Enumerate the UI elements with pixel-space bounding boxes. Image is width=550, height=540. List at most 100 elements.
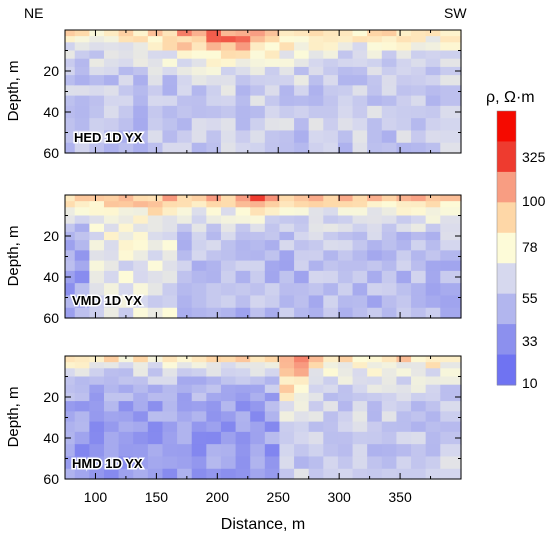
heatmap-cell	[74, 283, 90, 297]
heatmap-cell	[65, 30, 76, 37]
heatmap-cell	[206, 368, 222, 378]
heatmap-cell	[162, 85, 178, 97]
heatmap-cell	[118, 50, 134, 60]
heatmap-cell	[396, 295, 412, 309]
heatmap-cell	[337, 215, 354, 225]
heatmap-cell	[308, 270, 324, 284]
heatmap-cell	[118, 58, 134, 68]
heatmap-cell	[367, 105, 383, 119]
heatmap-cell	[440, 468, 462, 480]
heatmap-cell	[279, 401, 295, 412]
heatmap-cell	[337, 75, 354, 86]
heatmap-cell	[191, 215, 207, 225]
heatmap-cell	[337, 201, 354, 208]
heatmap-cell	[147, 456, 164, 470]
heatmap-cell	[162, 75, 178, 86]
heatmap-cell	[220, 105, 237, 119]
heatmap-cell	[294, 118, 310, 132]
heatmap-cell	[220, 283, 237, 297]
heatmap-cell	[118, 270, 134, 284]
heatmap-cell	[381, 421, 398, 433]
heatmap-cell	[250, 195, 266, 202]
heatmap-cell	[235, 392, 251, 402]
heatmap-cell	[308, 376, 324, 386]
panel-label-hed: HED 1D YX	[74, 130, 143, 145]
heatmap-cell	[337, 421, 354, 433]
heatmap-cell	[381, 411, 398, 423]
heatmap-cell	[264, 295, 281, 309]
heatmap-cell	[396, 231, 412, 241]
heatmap-cell	[425, 215, 441, 225]
heatmap-cell	[279, 295, 295, 309]
heatmap-cell	[147, 421, 164, 433]
heatmap-cell	[103, 36, 120, 43]
heatmap-cell	[294, 42, 310, 52]
heatmap-cell	[177, 66, 193, 76]
heatmap-cell	[220, 223, 237, 233]
heatmap-cell	[89, 105, 105, 119]
heatmap-cell	[294, 50, 310, 60]
heatmap-cell	[367, 195, 383, 202]
heatmap-cell	[65, 36, 76, 43]
heatmap-cell	[235, 30, 251, 37]
heatmap-cell	[235, 130, 251, 144]
heatmap-cell	[294, 201, 310, 208]
heatmap-cell	[425, 66, 441, 76]
heatmap-cell	[279, 240, 295, 251]
colorbar-swatch	[497, 171, 516, 203]
heatmap-cell	[381, 223, 398, 233]
heatmap-cell	[381, 376, 398, 386]
heatmap-cell	[396, 376, 412, 386]
y-tick-label: 60	[43, 145, 59, 161]
heatmap-cell	[133, 105, 149, 119]
heatmap-cell	[220, 66, 237, 76]
heatmap-cell	[381, 250, 398, 262]
heatmap-cell	[89, 95, 105, 107]
heatmap-cell	[206, 240, 222, 251]
x-tick-label: 200	[206, 489, 230, 505]
heatmap-cell	[191, 356, 207, 363]
heatmap-cell	[411, 223, 427, 233]
heatmap-cell	[177, 58, 193, 68]
heatmap-cell	[147, 75, 164, 86]
heatmap-cell	[103, 270, 120, 284]
heatmap-cell	[425, 30, 441, 37]
heatmap-cell	[191, 270, 207, 284]
heatmap-cell	[367, 401, 383, 412]
heatmap-cell	[279, 75, 295, 86]
heatmap-cell	[250, 456, 266, 470]
heatmap-cell	[323, 270, 339, 284]
heatmap-cell	[323, 118, 339, 132]
heatmap-cell	[250, 95, 266, 107]
heatmap-cell	[264, 270, 281, 284]
heatmap-cell	[118, 368, 134, 378]
heatmap-cell	[279, 36, 295, 43]
heatmap-cell	[118, 75, 134, 86]
heatmap-cell	[352, 283, 368, 297]
heatmap-cell	[411, 270, 427, 284]
heatmap-cell	[74, 411, 90, 423]
heatmap-cell	[147, 250, 164, 262]
heatmap-cell	[118, 260, 134, 272]
heatmap-cell	[250, 295, 266, 309]
colorbar-tick-label: 325	[522, 149, 546, 165]
heatmap-cell	[177, 260, 193, 272]
heatmap-cell	[440, 307, 462, 319]
heatmap-cell	[147, 384, 164, 394]
heatmap-cell	[396, 260, 412, 272]
heatmap-cell	[250, 85, 266, 97]
heatmap-cell	[250, 240, 266, 251]
heatmap-cell	[235, 456, 251, 470]
heatmap-cell	[411, 42, 427, 52]
heatmap-cell	[411, 411, 427, 423]
heatmap-cell	[206, 362, 222, 369]
heatmap-cell	[264, 142, 281, 154]
heatmap-cell	[425, 207, 441, 217]
heatmap-cell	[279, 384, 295, 394]
heatmap-cell	[367, 130, 383, 144]
heatmap-cell	[381, 215, 398, 225]
heatmap-cell	[235, 468, 251, 480]
heatmap-cell	[367, 201, 383, 208]
heatmap-cell	[367, 283, 383, 297]
heatmap-cell	[206, 95, 222, 107]
